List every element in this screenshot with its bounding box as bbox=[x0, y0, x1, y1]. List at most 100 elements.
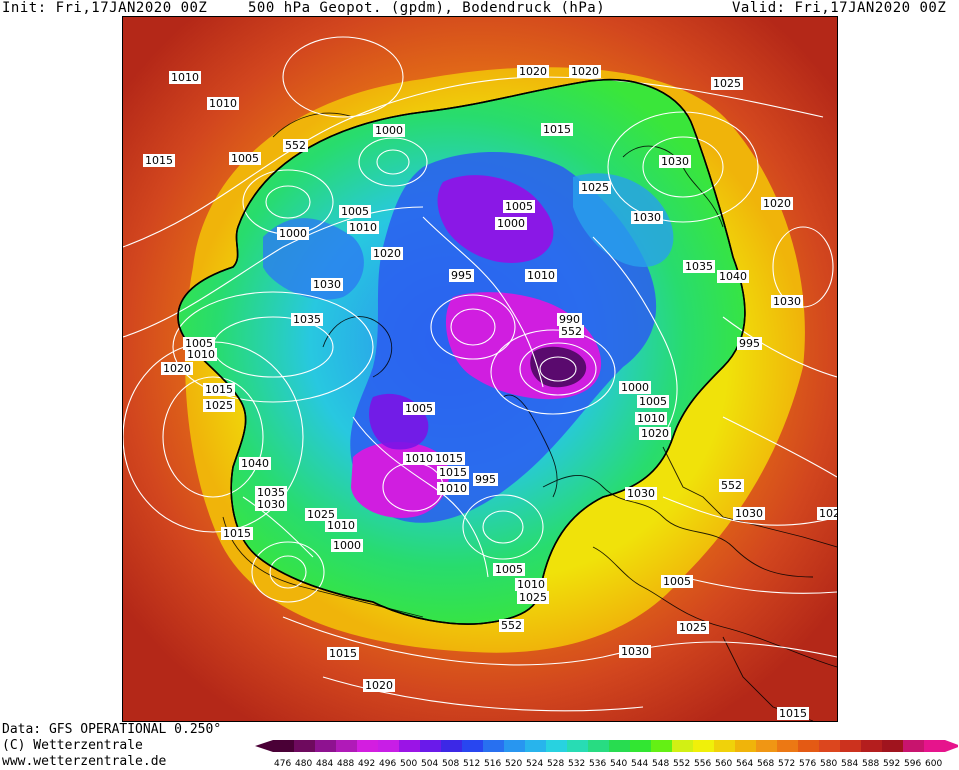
isobar-label: 1010 bbox=[325, 519, 357, 532]
legend-swatch bbox=[357, 740, 378, 752]
svg-text:1000: 1000 bbox=[375, 124, 403, 137]
legend-tick-label: 548 bbox=[652, 759, 669, 768]
valid-time-label: Valid: Fri,17JAN2020 00Z bbox=[732, 0, 947, 16]
legend-tick-label: 596 bbox=[904, 759, 921, 768]
data-source-label: Data: GFS OPERATIONAL 0.250° bbox=[2, 722, 222, 737]
legend-tick-label: 564 bbox=[736, 759, 753, 768]
legend-tick-label: 480 bbox=[295, 759, 312, 768]
isobar-label: 995 bbox=[449, 269, 474, 282]
isobar-label: 1020 bbox=[363, 679, 395, 692]
legend-tick-label: 520 bbox=[505, 759, 522, 768]
svg-text:1015: 1015 bbox=[779, 707, 807, 720]
isobar-label: 1015 bbox=[777, 707, 809, 720]
isobar-label: 1015 bbox=[327, 647, 359, 660]
isobar-label: 1000 bbox=[331, 539, 363, 552]
legend-tick-label: 552 bbox=[673, 759, 690, 768]
legend-swatch bbox=[903, 740, 924, 752]
legend-tick-label: 544 bbox=[631, 759, 648, 768]
isobar-label: 1025 bbox=[203, 399, 235, 412]
legend-swatch bbox=[840, 740, 861, 752]
svg-text:1010: 1010 bbox=[637, 412, 665, 425]
svg-text:1040: 1040 bbox=[719, 270, 747, 283]
legend-swatch bbox=[399, 740, 420, 752]
legend-tick-label: 500 bbox=[400, 759, 417, 768]
svg-text:1035: 1035 bbox=[685, 260, 713, 273]
svg-text:552: 552 bbox=[721, 479, 742, 492]
legend-tick-label: 524 bbox=[526, 759, 543, 768]
isobar-label: 990 bbox=[557, 313, 582, 326]
isobars bbox=[123, 36, 837, 712]
svg-text:1015: 1015 bbox=[205, 383, 233, 396]
legend-swatch bbox=[882, 740, 903, 752]
svg-text:1005: 1005 bbox=[505, 200, 533, 213]
isobar-label: 1000 bbox=[373, 124, 405, 137]
isobar-label: 1020 bbox=[639, 427, 671, 440]
legend-swatch bbox=[273, 740, 294, 752]
svg-text:1015: 1015 bbox=[435, 452, 463, 465]
isobar-label: 552 bbox=[559, 325, 584, 338]
svg-text:1015: 1015 bbox=[145, 154, 173, 167]
svg-text:1020: 1020 bbox=[163, 362, 191, 375]
svg-text:1010: 1010 bbox=[171, 71, 199, 84]
isobar-label: 1030 bbox=[733, 507, 765, 520]
isobar-label: 1030 bbox=[619, 645, 651, 658]
isobar-label: 1005 bbox=[339, 205, 371, 218]
legend-swatch bbox=[294, 740, 315, 752]
legend-tick-label: 512 bbox=[463, 759, 480, 768]
legend-swatch bbox=[420, 740, 441, 752]
isobar-label: 1020 bbox=[371, 247, 403, 260]
legend-tick-label: 516 bbox=[484, 759, 501, 768]
legend-tick-label: 536 bbox=[589, 759, 606, 768]
legend-swatch bbox=[693, 740, 714, 752]
isobar-label: 1005 bbox=[503, 200, 535, 213]
isobar-label: 995 bbox=[473, 473, 498, 486]
svg-text:1005: 1005 bbox=[663, 575, 691, 588]
svg-text:1030: 1030 bbox=[735, 507, 763, 520]
svg-text:1025: 1025 bbox=[205, 399, 233, 412]
svg-text:1030: 1030 bbox=[257, 498, 285, 511]
color-scale-legend: 476 480 484 488 492 496 500 504 508 512 516 520 524 5… bbox=[255, 740, 958, 768]
svg-text:1025: 1025 bbox=[519, 591, 547, 604]
isobar-label: 552 bbox=[499, 619, 524, 632]
svg-text:1005: 1005 bbox=[495, 563, 523, 576]
copyright-label: (C) Wetterzentrale bbox=[2, 738, 143, 753]
svg-text:552: 552 bbox=[285, 139, 306, 152]
legend-swatch bbox=[588, 740, 609, 752]
legend-swatch bbox=[735, 740, 756, 752]
legend-swatch bbox=[651, 740, 672, 752]
legend-tick-label: 568 bbox=[757, 759, 774, 768]
svg-text:1035: 1035 bbox=[293, 313, 321, 326]
legend-swatch bbox=[756, 740, 777, 752]
legend-tick-label: 556 bbox=[694, 759, 711, 768]
svg-text:1005: 1005 bbox=[639, 395, 667, 408]
chart-title: 500 hPa Geopot. (gpdm), Bodendruck (hPa) bbox=[248, 0, 606, 16]
svg-text:1010: 1010 bbox=[527, 269, 555, 282]
isobar-label: 1030 bbox=[631, 211, 663, 224]
legend-tick-label: 584 bbox=[841, 759, 858, 768]
legend-swatch bbox=[546, 740, 567, 752]
legend-tick-label: 588 bbox=[862, 759, 879, 768]
svg-text:1010: 1010 bbox=[439, 482, 467, 495]
svg-text:1025: 1025 bbox=[307, 508, 335, 521]
isobar-label: 1015 bbox=[541, 123, 573, 136]
isobar-label: 1015 bbox=[143, 154, 175, 167]
legend-tick-label: 592 bbox=[883, 759, 900, 768]
legend-tick-label: 572 bbox=[778, 759, 795, 768]
svg-text:1020: 1020 bbox=[373, 247, 401, 260]
svg-text:1020: 1020 bbox=[365, 679, 393, 692]
svg-text:1030: 1030 bbox=[627, 487, 655, 500]
svg-text:552: 552 bbox=[561, 325, 582, 338]
svg-text:1010: 1010 bbox=[349, 221, 377, 234]
isobar-label: 1010 bbox=[515, 578, 547, 591]
contour-552 bbox=[177, 78, 746, 625]
isobar-label: 1005 bbox=[229, 152, 261, 165]
svg-text:1015: 1015 bbox=[439, 466, 467, 479]
legend-arrow-high bbox=[945, 740, 958, 752]
isobar-label: 1000 bbox=[495, 217, 527, 230]
svg-text:1000: 1000 bbox=[497, 217, 525, 230]
svg-text:1015: 1015 bbox=[329, 647, 357, 660]
legend-tick-label: 560 bbox=[715, 759, 732, 768]
legend-swatch bbox=[483, 740, 504, 752]
legend-tick-label: 484 bbox=[316, 759, 333, 768]
